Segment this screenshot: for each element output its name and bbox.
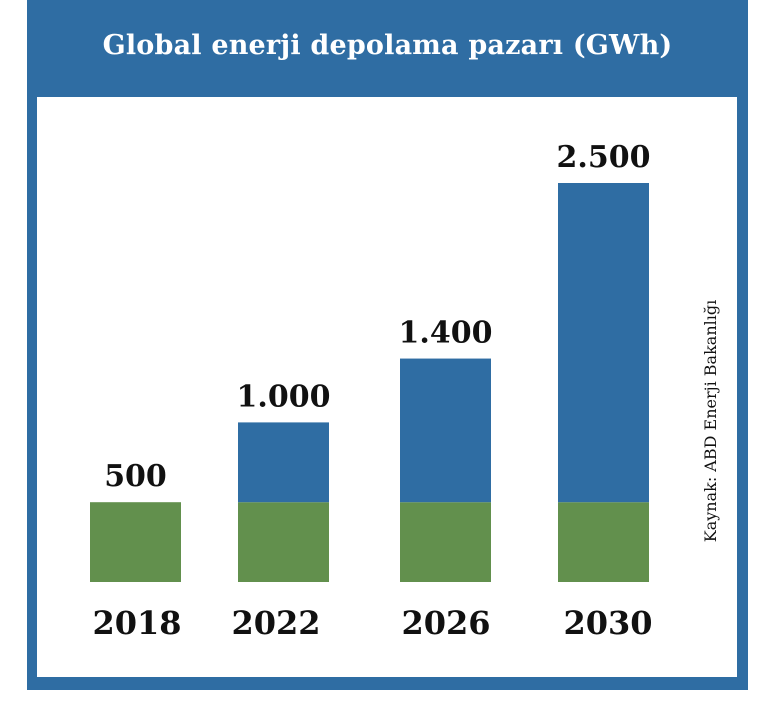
source-note: Kaynak: ABD Enerji Bakanlığı [701,300,720,542]
bar-2022-growth [238,422,329,503]
x-tick-label-2030: 2030 [563,604,652,642]
data-label-2018: 500 [104,459,167,494]
data-label-2030: 2.500 [557,140,651,175]
bar-2026-growth [400,358,491,503]
bar-2018-base [90,502,181,582]
data-label-2026: 1.400 [399,316,493,351]
bar-2030-growth [558,183,649,503]
bar-2026-base [400,502,491,582]
x-tick-label-2018: 2018 [92,604,181,642]
bar-2022-base [238,502,329,582]
x-tick-label-2026: 2026 [401,604,490,642]
chart-title: Global enerji depolama pazarı (GWh) [102,29,673,61]
bar-2030-base [558,502,649,582]
data-label-2022: 1.000 [237,379,331,414]
x-tick-label-2022: 2022 [231,604,320,642]
